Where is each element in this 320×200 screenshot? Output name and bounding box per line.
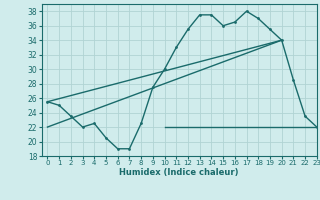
X-axis label: Humidex (Indice chaleur): Humidex (Indice chaleur)	[119, 168, 239, 177]
